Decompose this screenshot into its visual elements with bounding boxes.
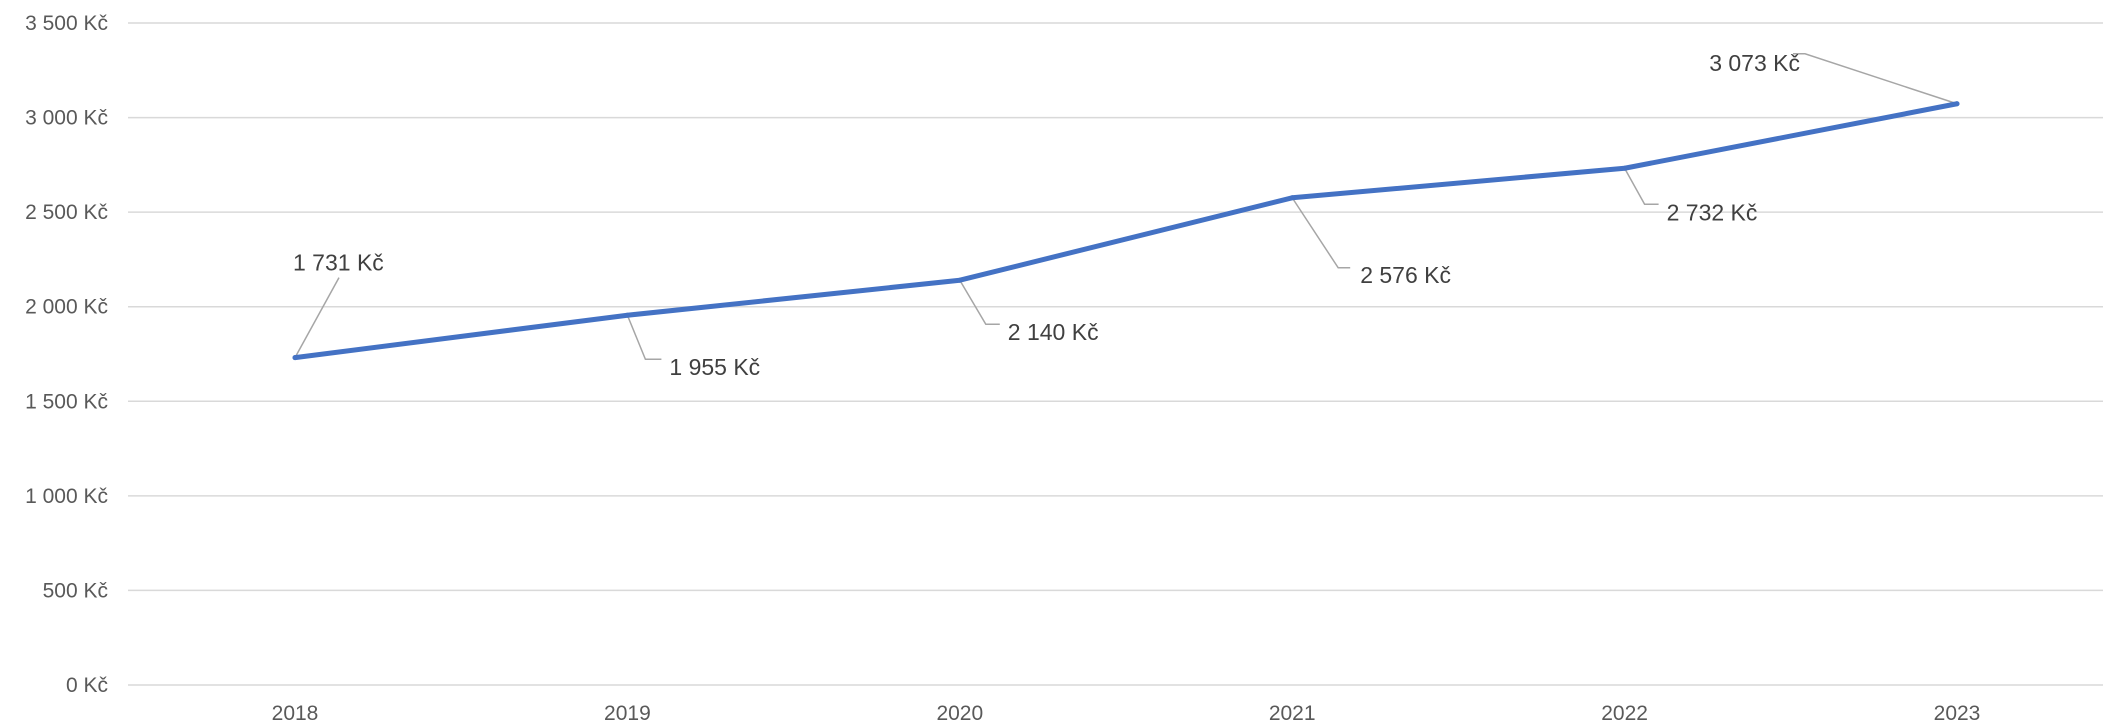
leader-line	[294, 277, 340, 358]
y-tick-label: 3 500 Kč	[25, 12, 108, 35]
data-label: 2 140 Kč	[1008, 319, 1099, 345]
x-tick-label: 2020	[936, 702, 983, 723]
x-tick-label: 2021	[1269, 702, 1316, 723]
series-line-group	[292, 101, 1960, 361]
data-label: 2 576 Kč	[1360, 262, 1451, 288]
data-point	[1622, 165, 1628, 171]
leader-line	[1793, 53, 1958, 105]
data-label: 2 732 Kč	[1667, 199, 1758, 225]
data-label-leader-lines	[294, 53, 1958, 360]
data-label: 1 731 Kč	[293, 250, 384, 276]
y-tick-label: 0 Kč	[66, 674, 108, 697]
x-axis-tick-labels: 2018 2019 2020 2021 2022 2023	[272, 702, 1981, 723]
series-line	[292, 101, 1960, 361]
data-point	[624, 312, 630, 318]
y-tick-label: 1 500 Kč	[25, 390, 108, 413]
gridlines	[128, 22, 2103, 686]
data-point	[1289, 195, 1295, 201]
data-point	[1954, 101, 1960, 107]
x-tick-label: 2018	[272, 702, 319, 723]
y-tick-label: 2 000 Kč	[25, 296, 108, 319]
x-tick-label: 2022	[1601, 702, 1648, 723]
leader-line	[1291, 197, 1351, 269]
y-tick-label: 1 000 Kč	[25, 485, 108, 508]
leader-line	[626, 314, 662, 360]
y-tick-label: 2 500 Kč	[25, 201, 108, 224]
leader-line	[1623, 167, 1659, 206]
data-point	[292, 355, 298, 361]
leader-line	[959, 279, 1000, 325]
x-tick-label: 2023	[1934, 702, 1981, 723]
data-labels: 1 731 Kč 1 955 Kč 2 140 Kč 2 576 Kč 2 732 Kč…	[293, 50, 1800, 380]
y-axis-tick-labels: 0 Kč 500 Kč 1 000 Kč 1 500 Kč 2 000 Kč 2 500 …	[25, 12, 108, 697]
y-tick-label: 500 Kč	[43, 579, 108, 602]
data-point	[957, 277, 963, 283]
y-tick-label: 3 000 Kč	[25, 107, 108, 130]
data-label: 1 955 Kč	[669, 354, 760, 380]
data-label: 3 073 Kč	[1709, 50, 1800, 76]
x-tick-label: 2019	[604, 702, 651, 723]
